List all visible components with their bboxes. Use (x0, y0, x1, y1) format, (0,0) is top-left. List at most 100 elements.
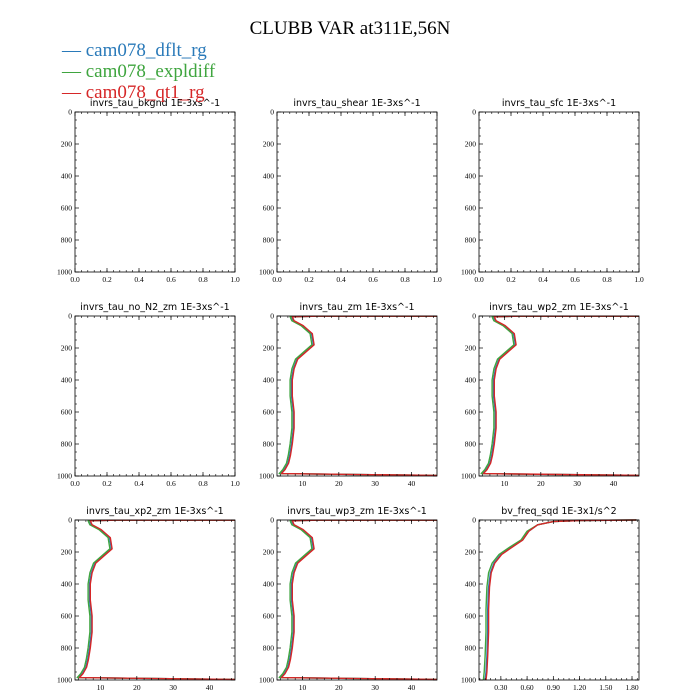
x-tick-label: 0.6 (166, 275, 176, 284)
y-tick-label: 400 (263, 172, 275, 181)
panel-frame (276, 111, 438, 273)
y-tick-label: 800 (263, 236, 275, 245)
series-line (485, 519, 637, 681)
x-tick-label: 0.6 (570, 275, 580, 284)
x-tick-label: 0.6 (166, 479, 176, 488)
legend-label: cam078_qt1_rg (85, 82, 205, 103)
y-tick-label: 200 (61, 140, 73, 149)
x-tick-label: 0.4 (134, 479, 144, 488)
series-line (480, 315, 640, 477)
panel-title: invrs_tau_no_N2_zm 1E-3xs^-1 (80, 302, 229, 313)
y-tick-label: 1000 (461, 472, 476, 481)
panel-title: invrs_tau_sfc 1E-3xs^-1 (502, 98, 616, 109)
y-tick-label: 400 (465, 376, 477, 385)
x-tick-label: 1.0 (230, 275, 240, 284)
y-tick-label: 0 (472, 108, 476, 117)
series-line (78, 519, 236, 681)
panel-frame (74, 315, 236, 477)
x-tick-label: 1.0 (634, 275, 644, 284)
panel-frame (74, 519, 236, 681)
y-tick-label: 800 (263, 644, 275, 653)
x-tick-label: 0.8 (602, 275, 612, 284)
y-tick-label: 1000 (461, 676, 476, 685)
y-tick-label: 0 (68, 516, 72, 525)
x-tick-label: 30 (573, 479, 581, 488)
x-tick-label: 10 (501, 479, 509, 488)
x-tick-label: 0.2 (102, 275, 112, 284)
chart-panel: invrs_tau_xp2_zm 1E-3xs^-1 0 200 400 600 800 1… (57, 506, 236, 692)
panel-frame (276, 519, 438, 681)
x-tick-label: 0.60 (521, 683, 534, 692)
y-tick-label: 600 (263, 408, 275, 417)
chart-panel: invrs_tau_bkgnd 1E-3xs^-1 0 200 400 600 800 10… (57, 98, 240, 284)
x-tick-label: 20 (537, 479, 545, 488)
x-tick-label: 20 (335, 683, 343, 692)
y-tick-label: 800 (465, 236, 477, 245)
x-tick-label: 0.8 (198, 275, 208, 284)
panel-title: bv_freq_sqd 1E-3x1/s^2 (501, 506, 616, 517)
series-line (280, 315, 438, 477)
panel-frame (74, 111, 236, 273)
panel-frame (478, 111, 640, 273)
series-line (279, 519, 438, 681)
x-tick-label: 0.6 (368, 275, 378, 284)
x-tick-label: 1.0 (432, 275, 442, 284)
legend-item-expldiff: — cam078_expldiff (62, 61, 216, 82)
y-tick-label: 400 (61, 172, 73, 181)
series-line (482, 315, 640, 477)
y-tick-label: 1000 (259, 268, 274, 277)
y-tick-label: 200 (263, 344, 275, 353)
legend-label: cam078_expldiff (85, 61, 216, 82)
x-tick-label: 10 (299, 479, 307, 488)
y-tick-label: 0 (270, 108, 274, 117)
x-tick-label: 1.50 (599, 683, 612, 692)
x-tick-label: 0.4 (134, 275, 144, 284)
y-tick-label: 800 (465, 440, 477, 449)
y-tick-label: 400 (263, 580, 275, 589)
y-tick-label: 0 (68, 312, 72, 321)
y-tick-label: 400 (465, 172, 477, 181)
x-tick-label: 0.90 (547, 683, 560, 692)
x-tick-label: 1.80 (625, 683, 638, 692)
y-tick-label: 1000 (259, 676, 274, 685)
x-tick-label: 40 (206, 683, 214, 692)
x-tick-label: 10 (97, 683, 105, 692)
y-tick-label: 800 (61, 236, 73, 245)
chart-panel: invrs_tau_wp2_zm 1E-3xs^-1 0 200 400 600 800 1… (461, 302, 640, 488)
y-tick-label: 400 (263, 376, 275, 385)
x-tick-label: 0.8 (198, 479, 208, 488)
y-tick-label: 800 (465, 644, 477, 653)
y-tick-label: 400 (465, 580, 477, 589)
y-tick-label: 600 (61, 408, 73, 417)
y-tick-label: 600 (61, 612, 73, 621)
x-tick-label: 0.2 (304, 275, 314, 284)
y-tick-label: 200 (465, 344, 477, 353)
x-tick-label: 40 (610, 479, 618, 488)
y-tick-label: 200 (263, 140, 275, 149)
y-tick-label: 1000 (57, 268, 72, 277)
legend-item-qt1: — cam078_qt1_rg (62, 82, 205, 103)
panel-frame (478, 315, 640, 477)
y-tick-label: 800 (263, 440, 275, 449)
panel-title: invrs_tau_wp2_zm 1E-3xs^-1 (489, 302, 629, 313)
chart-panel: invrs_tau_zm 1E-3xs^-1 0 200 400 600 800 1000 1… (259, 302, 438, 488)
x-tick-label: 0.0 (272, 275, 282, 284)
series-line (278, 315, 438, 477)
panel-frame (276, 315, 438, 477)
y-tick-label: 600 (61, 204, 73, 213)
panel-title: invrs_tau_zm 1E-3xs^-1 (300, 302, 415, 313)
x-tick-label: 1.0 (230, 479, 240, 488)
x-tick-label: 40 (408, 683, 416, 692)
y-tick-label: 200 (465, 548, 477, 557)
series-line (481, 315, 640, 477)
y-tick-label: 600 (465, 612, 477, 621)
x-tick-label: 30 (169, 683, 177, 692)
y-tick-label: 0 (472, 516, 476, 525)
y-tick-label: 200 (263, 548, 275, 557)
panel-title: invrs_tau_xp2_zm 1E-3xs^-1 (86, 506, 223, 517)
chart-panel: invrs_tau_shear 1E-3xs^-1 0 200 400 600 800 10… (259, 98, 442, 284)
x-tick-label: 20 (133, 683, 141, 692)
series-line (280, 519, 438, 681)
x-tick-label: 0.2 (506, 275, 516, 284)
